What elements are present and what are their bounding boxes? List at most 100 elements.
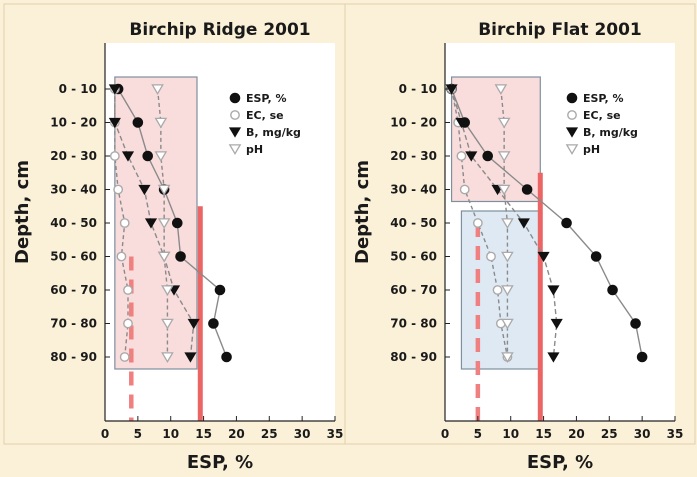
y-axis-label: Depth, cm	[12, 160, 33, 264]
region-pink	[450, 76, 541, 203]
data-point	[550, 318, 563, 330]
y-tick-label: 0 - 10	[399, 82, 437, 96]
data-point	[184, 352, 197, 363]
threshold-line-solid	[197, 206, 203, 421]
data-point	[154, 117, 168, 129]
y-tick-label: 10 - 20	[50, 116, 97, 130]
legend-marker	[566, 92, 578, 104]
y-tick-label: 50 - 60	[50, 250, 97, 264]
y-tick-label: 60 - 70	[50, 283, 97, 297]
data-point	[151, 84, 164, 95]
data-point	[497, 184, 511, 196]
x-tick-label: 5	[474, 427, 482, 441]
data-point	[116, 251, 127, 262]
data-point	[214, 284, 226, 296]
data-point	[459, 184, 470, 195]
data-point	[119, 218, 130, 228]
series-line-1	[450, 88, 509, 358]
x-axis-label: ESP, %	[527, 452, 593, 473]
data-point	[547, 352, 560, 363]
data-point	[517, 218, 530, 229]
data-point	[108, 117, 121, 129]
x-tick-label: 15	[535, 427, 552, 441]
data-point	[113, 184, 124, 195]
x-tick-label: 35	[667, 427, 684, 441]
y-tick-label: 0 - 10	[59, 82, 97, 96]
legend-label: ESP, %	[583, 92, 624, 105]
data-point	[607, 284, 618, 296]
x-tick-label: 20	[568, 427, 585, 441]
panel-birchip-ridge: 0 5 10 15 20 25 30 35 0 - 10 10 - 20 20 - 30 30 - 4…	[3, 3, 347, 473]
legend-label: EC, se	[246, 109, 284, 122]
legend-marker	[228, 127, 242, 138]
data-point	[501, 251, 514, 263]
data-point	[123, 318, 133, 329]
x-tick-label: 10	[502, 427, 519, 441]
data-point	[561, 217, 572, 229]
data-point	[187, 318, 200, 330]
data-point	[121, 151, 135, 162]
panel-birchip-flat: 0 5 10 15 20 25 30 35 0 - 10 10 - 20 20 - 30 30 - 4…	[344, 3, 696, 473]
data-point	[157, 251, 171, 263]
data-point	[171, 217, 183, 229]
data-point	[119, 352, 130, 362]
legend-label: B, mg/kg	[583, 126, 638, 139]
data-point	[482, 150, 494, 162]
x-tick-label: 35	[327, 427, 344, 441]
data-point	[501, 218, 514, 229]
x-tick-label: 30	[634, 427, 651, 441]
data-point	[497, 117, 511, 129]
legend-label: pH	[583, 143, 600, 156]
y-tick-label: 10 - 20	[390, 116, 437, 130]
y-tick-label: 20 - 30	[390, 149, 437, 163]
x-tick-label: 0	[101, 427, 109, 441]
y-tick-label: 20 - 30	[50, 149, 97, 163]
data-point	[590, 251, 602, 262]
x-tick-label: 0	[441, 427, 449, 441]
data-point	[161, 352, 174, 363]
data-point	[497, 151, 511, 162]
data-point	[161, 318, 174, 330]
data-point	[154, 151, 168, 162]
data-point	[456, 151, 467, 161]
data-point	[486, 251, 496, 262]
chart-title: Birchip Ridge 2001	[129, 20, 310, 40]
legend-marker	[565, 127, 579, 138]
data-point	[144, 218, 158, 229]
data-point	[175, 251, 186, 262]
legend-marker	[228, 144, 242, 155]
y-tick-label: 50 - 60	[390, 250, 437, 264]
legend-label: ESP, %	[246, 92, 287, 105]
data-point	[537, 251, 550, 263]
data-point	[123, 285, 133, 295]
chart-title: Birchip Flat 2001	[478, 20, 642, 40]
data-point	[630, 318, 641, 329]
data-point	[142, 150, 154, 162]
x-tick-label: 25	[601, 427, 618, 441]
x-tick-label: 5	[134, 427, 142, 441]
legend-label: pH	[246, 143, 263, 156]
data-point	[132, 117, 144, 128]
data-point	[492, 285, 503, 295]
data-point	[455, 117, 468, 129]
legend-marker	[230, 110, 240, 120]
legend-marker	[565, 144, 579, 155]
data-point	[501, 352, 514, 363]
data-point	[157, 218, 171, 229]
data-point	[465, 151, 478, 162]
y-tick-label: 30 - 40	[50, 183, 97, 197]
y-axis-label: Depth, cm	[352, 160, 373, 264]
data-point	[138, 184, 151, 196]
data-point	[157, 184, 171, 196]
y-tick-label: 80 - 90	[50, 350, 97, 364]
data-point	[472, 218, 483, 228]
y-tick-label: 80 - 90	[390, 350, 437, 364]
y-tick-label: 70 - 80	[50, 317, 97, 331]
data-point	[521, 184, 533, 195]
y-tick-label: 40 - 50	[50, 216, 97, 230]
data-point	[547, 285, 560, 296]
x-tick-label: 10	[162, 427, 179, 441]
y-tick-label: 70 - 80	[390, 317, 437, 331]
y-tick-label: 40 - 50	[390, 216, 437, 230]
